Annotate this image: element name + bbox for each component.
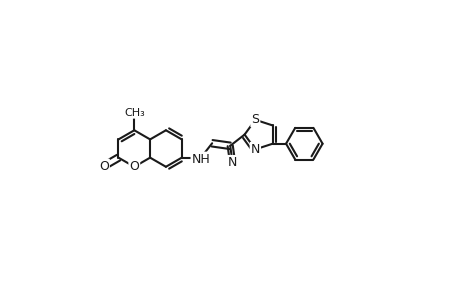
Text: CH₃: CH₃ — [123, 108, 145, 118]
Text: S: S — [251, 113, 259, 126]
Text: N: N — [250, 143, 259, 156]
Text: NH: NH — [191, 153, 210, 166]
Text: O: O — [129, 160, 139, 173]
Text: O: O — [99, 160, 109, 172]
Text: N: N — [227, 156, 237, 169]
